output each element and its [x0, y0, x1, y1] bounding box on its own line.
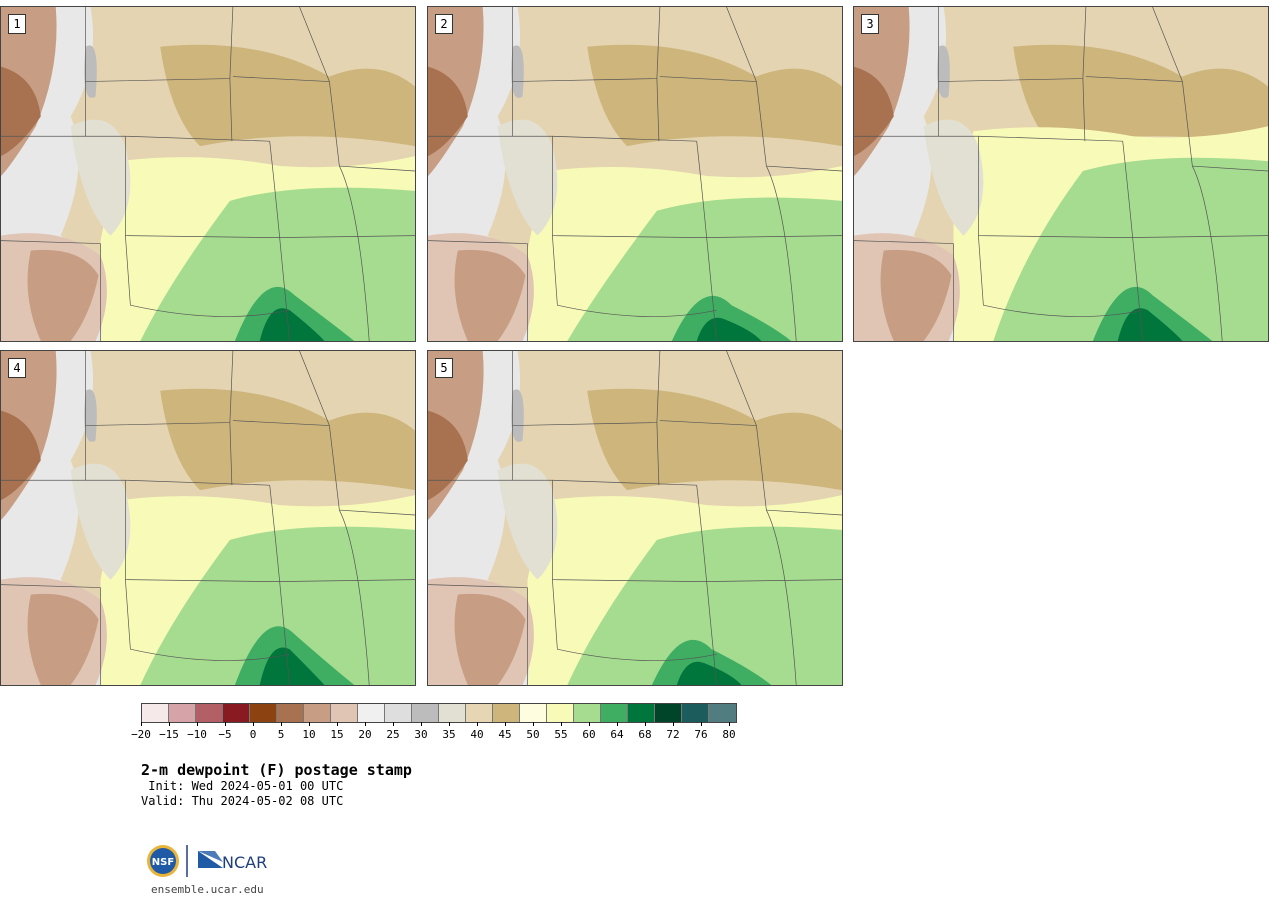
colorbar-tick-label: −5	[218, 728, 232, 741]
panel-number: 4	[8, 358, 26, 378]
panel-number: 5	[435, 358, 453, 378]
colorbar-swatch	[412, 704, 439, 722]
colorbar-tick-label: 60	[582, 728, 596, 741]
dewpoint-map	[428, 351, 842, 685]
colorbar-swatch	[682, 704, 709, 722]
colorbar	[141, 703, 737, 723]
colorbar-tick-mark	[589, 722, 590, 726]
colorbar-tick-mark	[533, 722, 534, 726]
colorbar-swatch	[304, 704, 331, 722]
colorbar-swatch	[628, 704, 655, 722]
postage-stamp-panel-3: 3	[853, 6, 1269, 342]
colorbar-tick-mark	[365, 722, 366, 726]
colorbar-tick-label: 64	[610, 728, 624, 741]
colorbar-swatch	[547, 704, 574, 722]
colorbar-tick-label: 15	[330, 728, 344, 741]
colorbar-tick-mark	[393, 722, 394, 726]
colorbar-tick-mark	[421, 722, 422, 726]
colorbar-tick-mark	[505, 722, 506, 726]
colorbar-swatch	[277, 704, 304, 722]
colorbar-swatch	[466, 704, 493, 722]
colorbar-tick-label: 68	[638, 728, 652, 741]
ncar-logo-text: NCAR	[222, 853, 267, 872]
colorbar-swatch	[169, 704, 196, 722]
colorbar-tick-label: 50	[526, 728, 540, 741]
panel-number: 3	[861, 14, 879, 34]
colorbar-tick-label: 45	[498, 728, 512, 741]
nsf-ncar-logo: NSF NCAR	[147, 845, 267, 877]
colorbar-ticks: −20 −15 −10 −5 0 5 10 15 20 25 30 35 40 45 50 55 60 64 68 7…	[131, 722, 757, 742]
colorbar-swatch	[655, 704, 682, 722]
colorbar-tick-label: 10	[302, 728, 316, 741]
colorbar-tick-mark	[561, 722, 562, 726]
nsf-logo-text: NSF	[152, 857, 174, 868]
colorbar-tick-mark	[701, 722, 702, 726]
colorbar-tick-mark	[309, 722, 310, 726]
colorbar-tick-label: 35	[442, 728, 456, 741]
colorbar-tick-mark	[281, 722, 282, 726]
colorbar-tick-label: 72	[666, 728, 680, 741]
colorbar-swatch	[439, 704, 466, 722]
colorbar-tick-mark	[197, 722, 198, 726]
colorbar-swatch	[385, 704, 412, 722]
colorbar-tick-mark	[169, 722, 170, 726]
colorbar-tick-label: −20	[131, 728, 151, 741]
colorbar-swatch	[223, 704, 250, 722]
postage-stamp-panel-2: 2	[427, 6, 843, 342]
colorbar-swatch	[574, 704, 601, 722]
colorbar-tick-label: 30	[414, 728, 428, 741]
chart-title: 2-m dewpoint (F) postage stamp	[141, 761, 412, 779]
colorbar-swatch	[250, 704, 277, 722]
colorbar-swatch	[142, 704, 169, 722]
colorbar-tick-label: 55	[554, 728, 568, 741]
dewpoint-map	[1, 351, 415, 685]
colorbar-swatch	[493, 704, 520, 722]
colorbar-tick-mark	[449, 722, 450, 726]
colorbar-tick-label: −15	[159, 728, 179, 741]
colorbar-tick-label: 5	[277, 728, 285, 741]
colorbar-tick-label: 40	[470, 728, 484, 741]
init-time: Init: Wed 2024-05-01 00 UTC	[141, 779, 344, 793]
colorbar-tick-label: 20	[358, 728, 372, 741]
dewpoint-map	[1, 7, 415, 341]
postage-stamp-panel-4: 4	[0, 350, 416, 686]
panel-number: 2	[435, 14, 453, 34]
colorbar-swatch	[520, 704, 547, 722]
website-link[interactable]: ensemble.ucar.edu	[151, 883, 264, 896]
colorbar-tick-mark	[477, 722, 478, 726]
colorbar-swatch	[709, 704, 736, 722]
colorbar-tick-label: 0	[249, 728, 257, 741]
valid-time: Valid: Thu 2024-05-02 08 UTC	[141, 794, 344, 808]
colorbar-tick-label: 80	[722, 728, 736, 741]
colorbar-swatch	[358, 704, 385, 722]
postage-stamp-panel-5: 5	[427, 350, 843, 686]
colorbar-tick-mark	[729, 722, 730, 726]
colorbar-tick-mark	[253, 722, 254, 726]
colorbar-tick-mark	[225, 722, 226, 726]
panel-number: 1	[8, 14, 26, 34]
colorbar-tick-mark	[673, 722, 674, 726]
colorbar-tick-label: 25	[386, 728, 400, 741]
colorbar-tick-label: 76	[694, 728, 708, 741]
colorbar-tick-label: −10	[187, 728, 207, 741]
dewpoint-map	[428, 7, 842, 341]
colorbar-tick-mark	[617, 722, 618, 726]
colorbar-tick-mark	[337, 722, 338, 726]
colorbar-tick-mark	[645, 722, 646, 726]
colorbar-swatch	[331, 704, 358, 722]
colorbar-tick-mark	[141, 722, 142, 726]
dewpoint-map	[854, 7, 1268, 341]
colorbar-swatch	[601, 704, 628, 722]
postage-stamp-panel-1: 1	[0, 6, 416, 342]
colorbar-swatch	[196, 704, 223, 722]
